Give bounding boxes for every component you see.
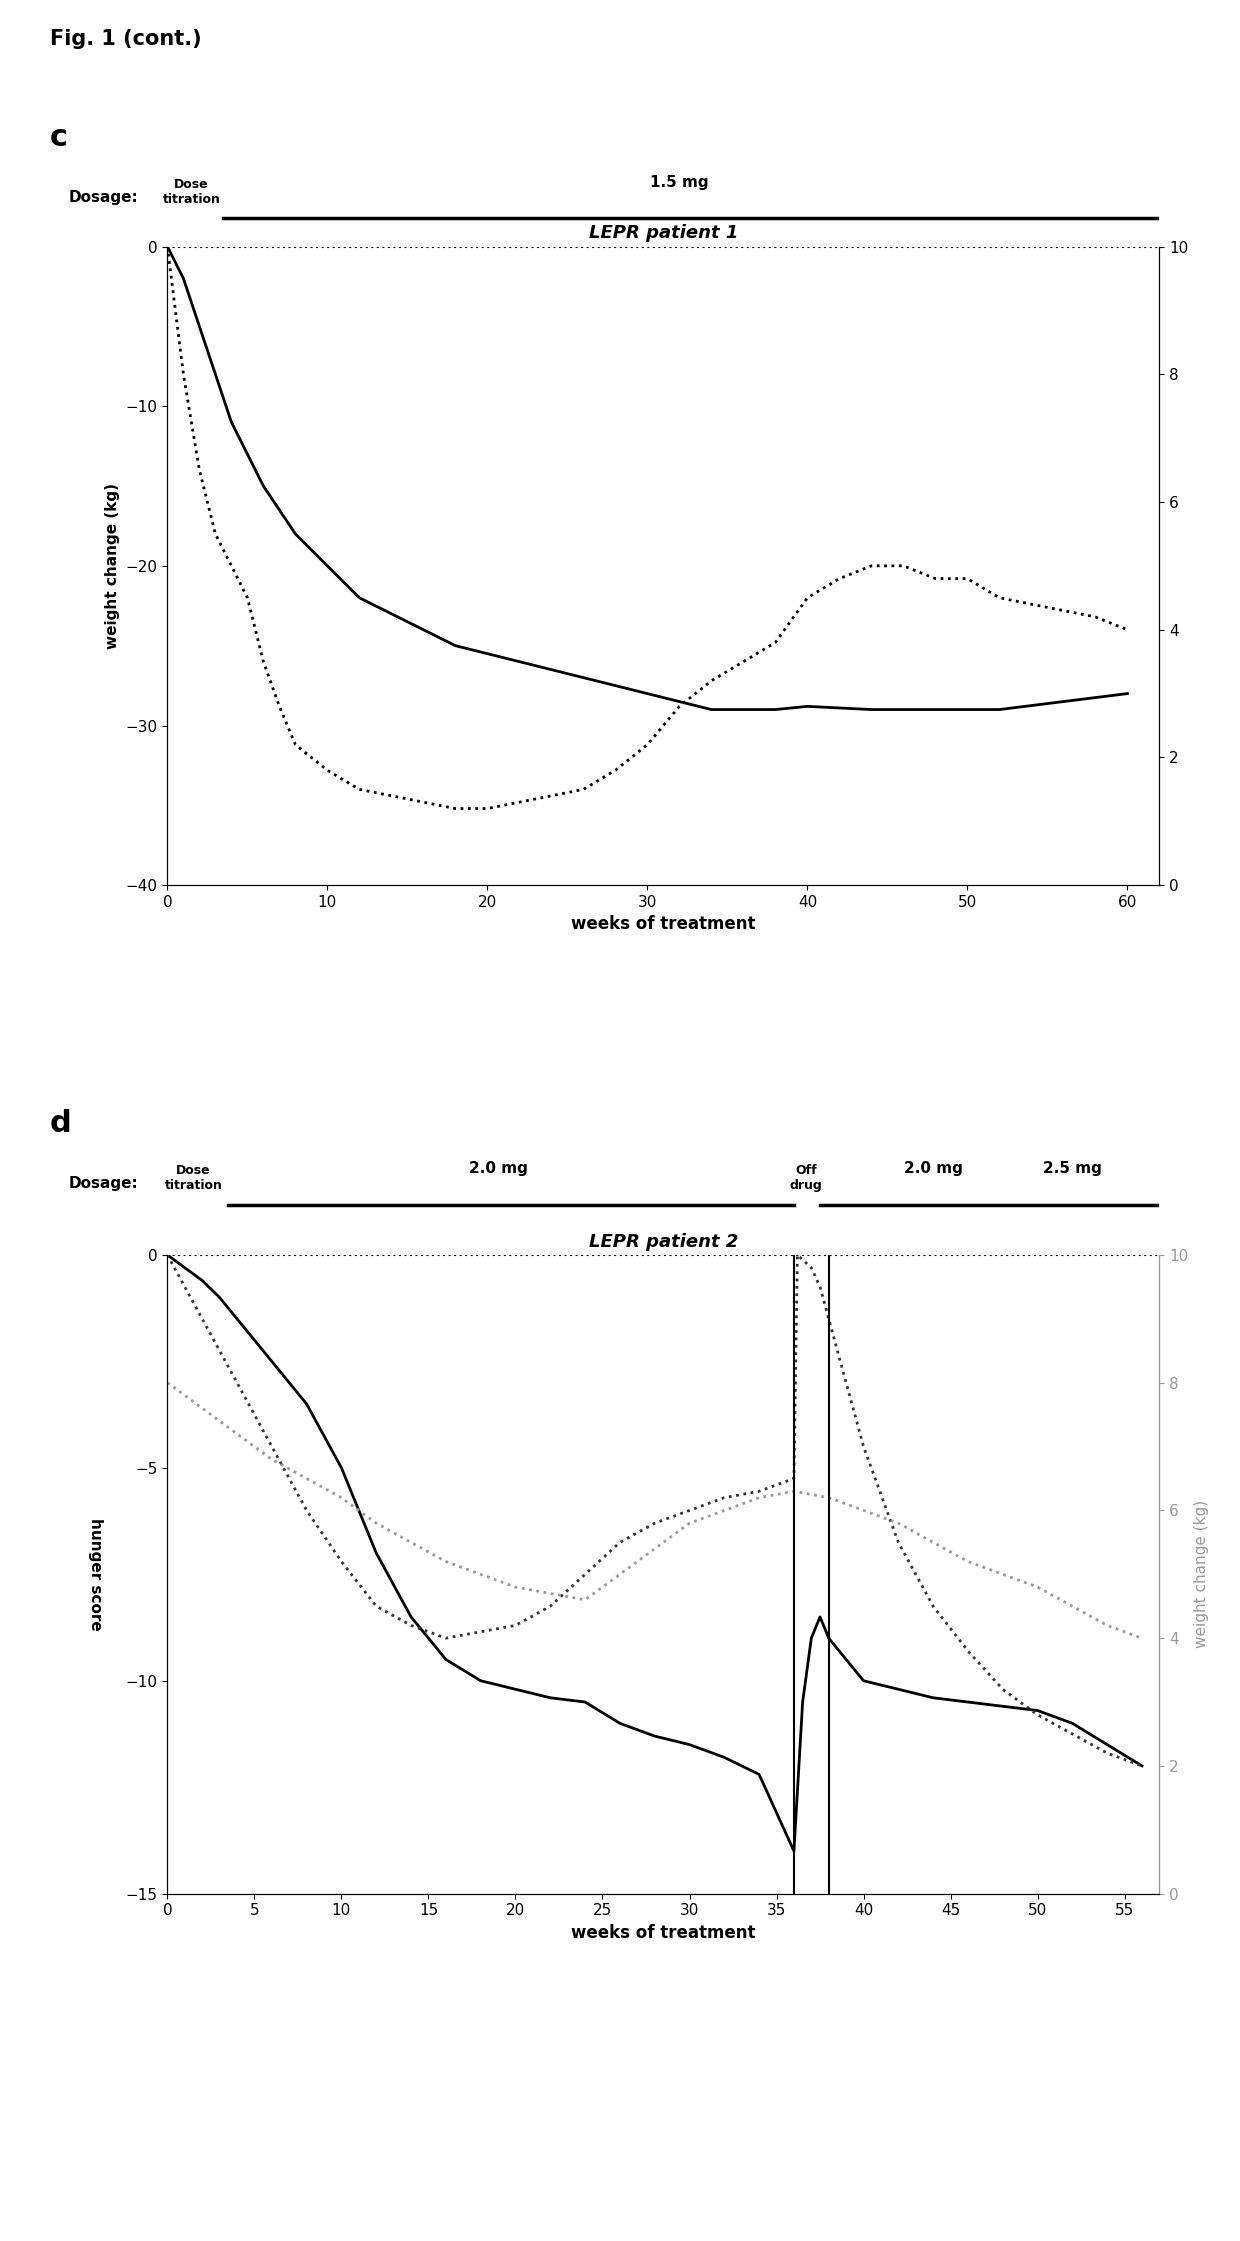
Text: Dose
titration: Dose titration (162, 177, 221, 206)
Y-axis label: hunger score: hunger score (88, 1517, 103, 1631)
X-axis label: weeks of treatment: weeks of treatment (572, 917, 755, 934)
Text: Off
drug: Off drug (790, 1165, 822, 1192)
Text: Dose
titration: Dose titration (165, 1165, 222, 1192)
X-axis label: weeks of treatment: weeks of treatment (572, 1925, 755, 1943)
Text: 2.0 mg: 2.0 mg (904, 1161, 962, 1177)
Text: Fig. 1 (cont.): Fig. 1 (cont.) (50, 29, 201, 49)
Text: Dosage:: Dosage: (68, 1177, 138, 1190)
Text: Dosage:: Dosage: (68, 190, 138, 204)
Text: 2.0 mg: 2.0 mg (469, 1161, 527, 1177)
Text: d: d (50, 1109, 72, 1138)
Title: LEPR patient 2: LEPR patient 2 (589, 1233, 738, 1250)
Text: 2.5 mg: 2.5 mg (1043, 1161, 1102, 1177)
Y-axis label: weight change (kg): weight change (kg) (1194, 1499, 1209, 1649)
Text: c: c (50, 123, 68, 152)
Text: 1.5 mg: 1.5 mg (650, 175, 709, 190)
Title: LEPR patient 1: LEPR patient 1 (589, 224, 738, 242)
Y-axis label: weight change (kg): weight change (kg) (105, 482, 120, 650)
